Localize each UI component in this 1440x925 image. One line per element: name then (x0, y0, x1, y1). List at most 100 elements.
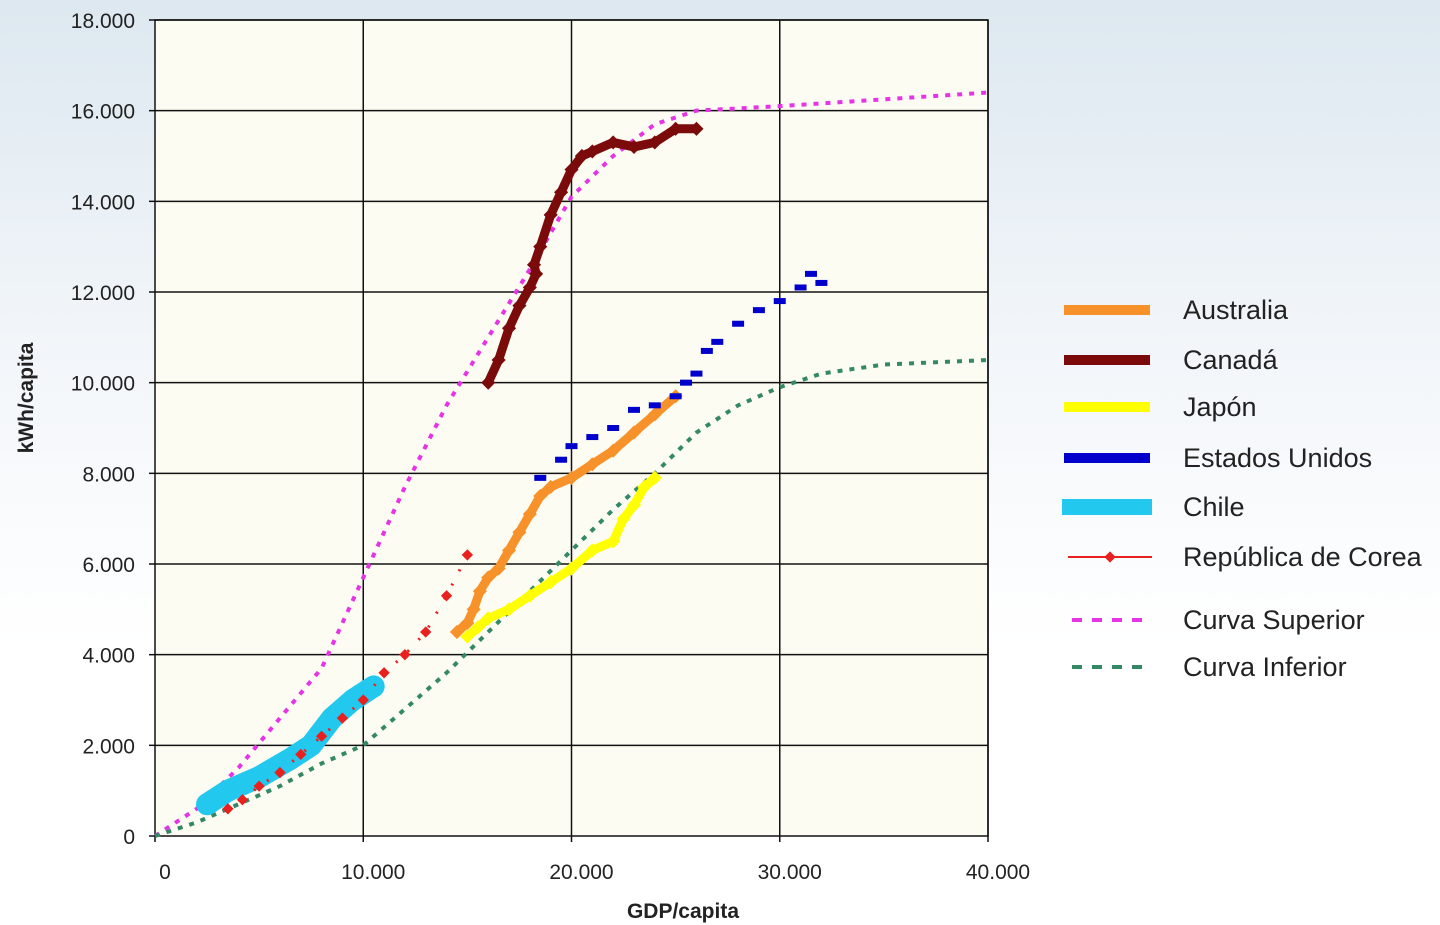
data-point (585, 543, 600, 558)
legend-marker (1104, 551, 1116, 563)
data-point (637, 479, 652, 495)
data-point (491, 561, 506, 576)
legend-label: Curva Superior (1183, 605, 1365, 635)
legend-label: República de Corea (1183, 542, 1423, 572)
data-point (647, 135, 662, 150)
legend-item: Canadá (1064, 345, 1279, 375)
data-point (236, 794, 249, 806)
data-point (501, 602, 517, 617)
data-point (460, 629, 475, 644)
x-tick-label: 10.000 (341, 861, 405, 884)
y-tick-label: 14.000 (71, 191, 135, 214)
data-point (460, 615, 475, 631)
data-point (420, 626, 432, 638)
data-point (648, 402, 661, 409)
legend-item: República de Corea (1068, 542, 1423, 572)
data-point (533, 239, 548, 254)
data-point (564, 470, 579, 485)
legend-item: Japón (1064, 392, 1257, 422)
series-curva-inferior (154, 358, 989, 838)
y-tick-label: 0 (123, 826, 135, 849)
x-axis-title: GDP/capita (627, 900, 739, 923)
data-point (501, 543, 517, 558)
data-point (626, 425, 642, 440)
data-point (711, 338, 724, 345)
data-point (522, 588, 537, 603)
data-point (732, 320, 745, 327)
y-tick-label: 10.000 (71, 373, 135, 396)
data-point (626, 497, 642, 513)
data-point (564, 162, 579, 177)
legend-item: Australia (1064, 295, 1289, 325)
data-point (470, 620, 485, 635)
data-point (449, 624, 465, 640)
data-point (481, 611, 496, 626)
data-point (647, 407, 662, 422)
data-point (526, 257, 542, 272)
data-point (253, 780, 265, 792)
legend-item: Curva Superior (1072, 605, 1365, 635)
x-tick-label: 0 (159, 861, 171, 884)
data-point (565, 443, 578, 450)
y-axis-title: kWh/capita (15, 342, 38, 453)
data-point (574, 148, 589, 164)
y-tick-label: 12.000 (71, 282, 135, 305)
data-point (606, 135, 621, 150)
data-point (533, 488, 548, 504)
y-tick-label: 2.000 (82, 735, 135, 758)
series-layer (153, 90, 989, 838)
data-point (534, 474, 547, 481)
axes: 0 10.000 20.000 30.000 40.000 0 2.000 4.000 6.00… (71, 10, 1030, 884)
data-point (626, 139, 642, 155)
data-point (543, 479, 558, 495)
y-tick-label: 6.000 (82, 554, 135, 577)
data-point (472, 584, 487, 599)
legend-label: Curva Inferior (1183, 652, 1347, 682)
data-point (378, 667, 390, 679)
y-tick-label: 18.000 (71, 10, 135, 33)
data-point (804, 270, 817, 277)
data-point (794, 284, 807, 291)
data-point (627, 406, 640, 413)
legend-item: Chile (1062, 492, 1245, 522)
data-point (481, 570, 496, 585)
data-point (512, 298, 527, 313)
y-tick-label: 4.000 (82, 645, 135, 668)
data-point (585, 457, 600, 472)
series-line (154, 358, 989, 838)
data-point (564, 561, 579, 576)
data-point (274, 766, 286, 779)
data-point (543, 575, 558, 590)
data-point (461, 549, 474, 561)
data-point (357, 694, 369, 706)
data-point (481, 375, 496, 390)
y-tick-label: 16.000 (71, 101, 135, 124)
data-point (522, 280, 537, 295)
data-point (555, 456, 568, 463)
data-point (295, 748, 307, 761)
data-point (606, 534, 621, 549)
legend: Australia Canadá Japón Estados Unidos Chile R… (1062, 295, 1423, 682)
legend-label: Chile (1183, 492, 1245, 522)
data-point (669, 393, 682, 400)
data-point (440, 590, 453, 602)
legend-label: Australia (1183, 295, 1289, 325)
data-point (752, 307, 765, 314)
data-point (668, 121, 683, 136)
data-point (554, 185, 569, 200)
data-point (690, 370, 703, 377)
data-point (466, 602, 481, 617)
series-canada (481, 121, 704, 390)
x-tick-label: 20.000 (549, 861, 613, 884)
data-point (647, 470, 662, 485)
data-point (491, 352, 506, 368)
legend-item: Curva Inferior (1072, 652, 1347, 682)
series-estados-unidos (534, 270, 828, 481)
data-point (585, 144, 600, 159)
data-point (315, 730, 328, 742)
data-point (689, 121, 704, 136)
data-point (607, 425, 620, 431)
data-point (680, 379, 693, 386)
